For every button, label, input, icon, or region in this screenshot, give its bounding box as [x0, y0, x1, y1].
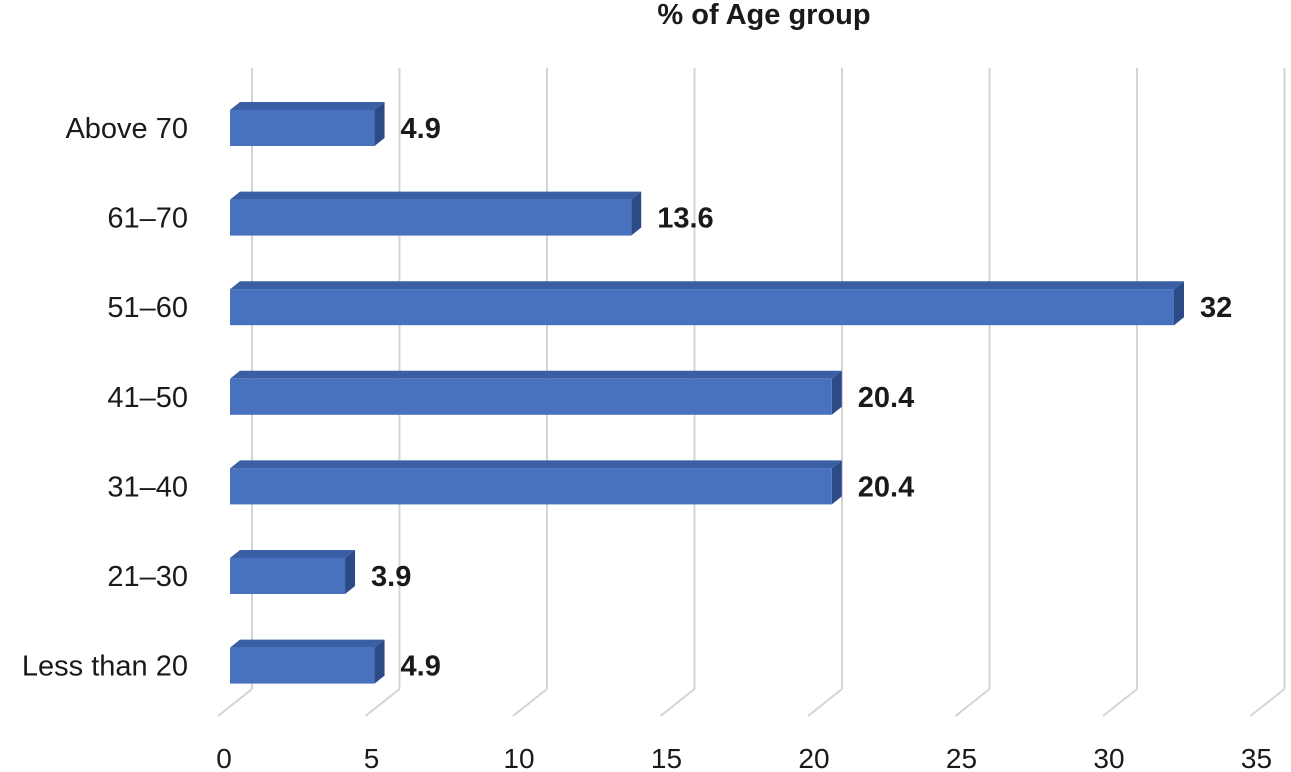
x-tick-label: 30 — [1093, 743, 1124, 772]
gridline-floor — [1249, 688, 1286, 717]
category-label: 51–60 — [107, 292, 188, 324]
gridline-floor — [659, 688, 696, 717]
gridline-floor — [512, 688, 548, 717]
bar-side — [374, 102, 385, 146]
gridline-floor — [364, 688, 401, 717]
data-label: 32 — [1200, 292, 1232, 324]
data-label: 20.4 — [858, 382, 914, 414]
bar-side — [831, 370, 842, 415]
x-tick-labels: 0 5 10 15 20 25 30 35 — [216, 743, 1272, 772]
bar-side — [374, 639, 385, 684]
x-tick-label: 25 — [946, 743, 977, 772]
x-tick-label: 35 — [1241, 743, 1272, 772]
gridline-floor — [954, 688, 991, 717]
data-label: 4.9 — [401, 113, 441, 145]
gridline-floor — [1102, 688, 1138, 717]
data-label: 3.9 — [371, 561, 411, 593]
bar-side — [1174, 281, 1184, 326]
data-label: 20.4 — [858, 471, 914, 503]
bar-side — [345, 550, 356, 594]
category-label: 61–70 — [107, 203, 188, 235]
bar — [230, 199, 632, 236]
bar — [230, 378, 832, 415]
bar-side — [631, 191, 642, 236]
bar-top — [230, 370, 842, 379]
chart-title: % of Age group — [657, 0, 870, 31]
bar — [230, 289, 1174, 326]
bar-side — [831, 460, 842, 505]
data-label: 13.6 — [657, 203, 713, 235]
bar-top — [230, 281, 1184, 290]
data-label: 4.9 — [401, 651, 441, 683]
x-tick-label: 5 — [364, 743, 380, 772]
bar-top — [230, 102, 385, 110]
x-tick-label: 10 — [503, 743, 534, 772]
bar — [230, 110, 375, 146]
gridline-floor — [217, 688, 253, 717]
gridline-floor — [807, 688, 843, 717]
category-label: 21–30 — [107, 561, 188, 593]
bar-top — [230, 460, 842, 469]
category-label: Less than 20 — [22, 651, 188, 683]
x-tick-label: 15 — [651, 743, 682, 772]
bar — [230, 647, 375, 684]
x-tick-label: 0 — [216, 743, 232, 772]
bar — [230, 468, 832, 505]
bar-top — [230, 550, 356, 558]
bar-top — [230, 639, 385, 648]
data-labels: 4.9 13.6 32 20.4 20.4 3.9 4.9 — [371, 113, 1232, 683]
x-tick-label: 20 — [798, 743, 829, 772]
category-label: Above 70 — [65, 113, 188, 145]
bar — [230, 558, 346, 594]
category-label: 31–40 — [107, 471, 188, 503]
category-label: 41–50 — [107, 382, 188, 414]
bars — [230, 102, 1184, 684]
category-labels: Above 70 61–70 51–60 41–50 31–40 21–30 Less th… — [22, 113, 188, 683]
bar-top — [230, 191, 642, 200]
